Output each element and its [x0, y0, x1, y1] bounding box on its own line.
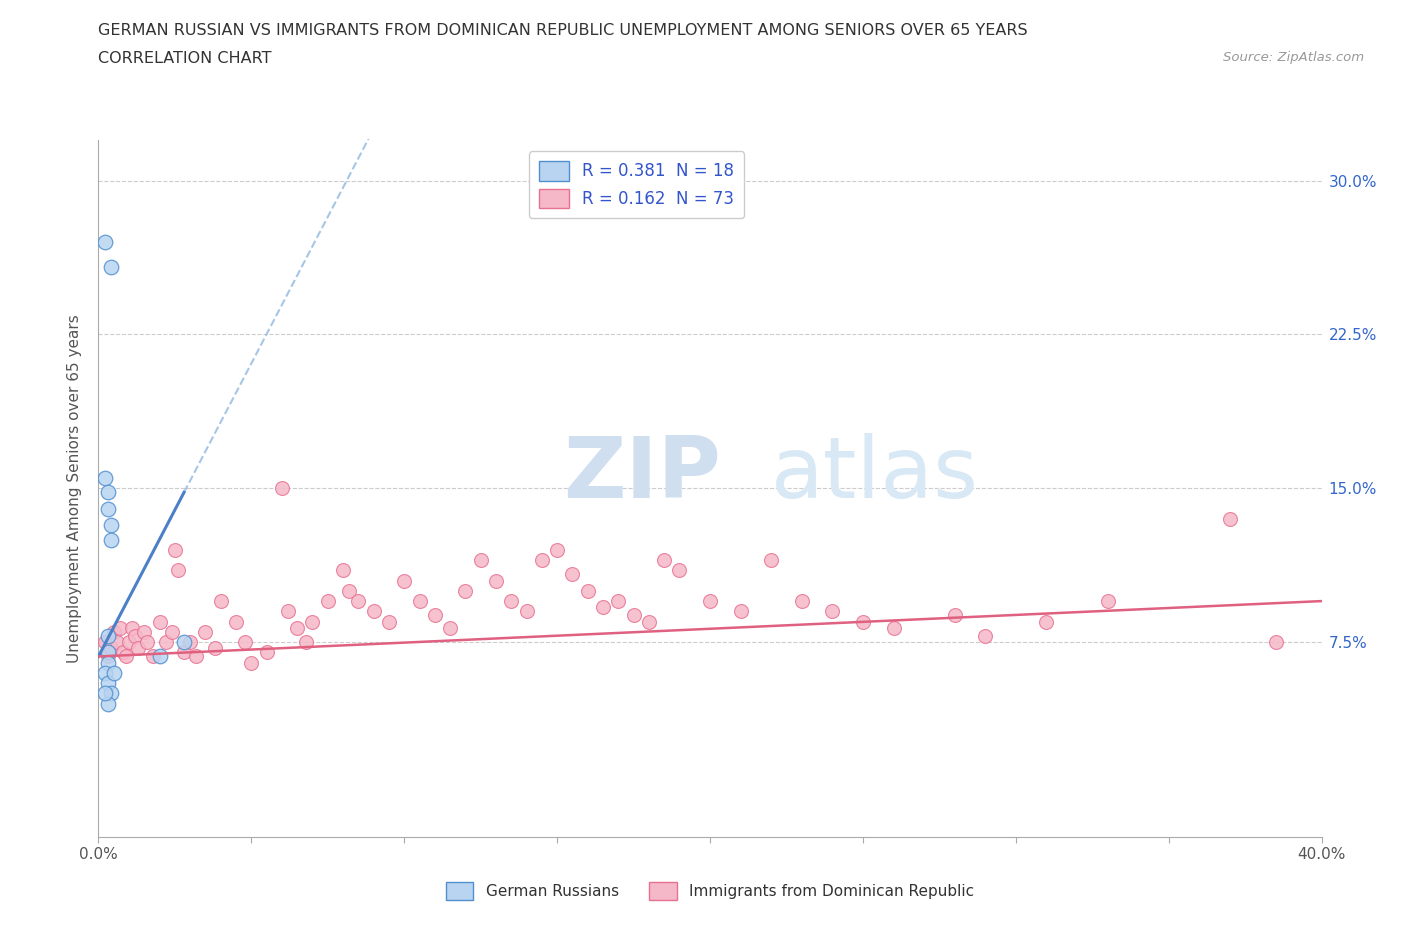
Text: GERMAN RUSSIAN VS IMMIGRANTS FROM DOMINICAN REPUBLIC UNEMPLOYMENT AMONG SENIORS : GERMAN RUSSIAN VS IMMIGRANTS FROM DOMINI…: [98, 23, 1028, 38]
Point: [607, 593, 630, 608]
Point: [97, 649, 120, 664]
Point: [97, 629, 120, 644]
Point: [100, 518, 122, 533]
Point: [277, 604, 299, 618]
Point: [730, 604, 752, 618]
Point: [93, 234, 115, 249]
Point: [136, 634, 159, 649]
Point: [186, 649, 208, 664]
Text: atlas: atlas: [772, 432, 979, 516]
Point: [240, 656, 263, 671]
Point: [943, 608, 966, 623]
Point: [97, 656, 120, 671]
Point: [378, 614, 401, 629]
Point: [668, 563, 690, 578]
Point: [115, 649, 138, 664]
Point: [883, 620, 905, 635]
Point: [149, 614, 172, 629]
Point: [97, 676, 120, 691]
Point: [454, 583, 477, 598]
Point: [637, 614, 661, 629]
Point: [530, 552, 553, 567]
Point: [173, 644, 195, 659]
Point: [97, 644, 120, 659]
Y-axis label: Unemployment Among Seniors over 65 years: Unemployment Among Seniors over 65 years: [67, 314, 83, 662]
Point: [93, 634, 115, 649]
Point: [108, 620, 131, 635]
Point: [204, 641, 226, 656]
Point: [295, 634, 318, 649]
Point: [759, 552, 782, 567]
Legend: German Russians, Immigrants from Dominican Republic: German Russians, Immigrants from Dominic…: [440, 876, 980, 906]
Point: [100, 259, 122, 274]
Point: [337, 583, 360, 598]
Point: [127, 641, 149, 656]
Point: [97, 485, 120, 499]
Point: [100, 641, 122, 656]
Point: [270, 481, 292, 496]
Point: [470, 552, 492, 567]
Point: [160, 624, 183, 639]
Point: [1097, 593, 1119, 608]
Point: [134, 624, 156, 639]
Point: [100, 686, 122, 701]
Point: [285, 620, 308, 635]
Point: [93, 471, 115, 485]
Point: [408, 593, 430, 608]
Point: [423, 608, 446, 623]
Point: [974, 629, 997, 644]
Point: [485, 573, 508, 588]
Point: [194, 624, 217, 639]
Point: [439, 620, 461, 635]
Text: ZIP: ZIP: [564, 432, 721, 516]
Point: [852, 614, 875, 629]
Point: [1264, 634, 1286, 649]
Point: [93, 666, 115, 681]
Text: Source: ZipAtlas.com: Source: ZipAtlas.com: [1223, 51, 1364, 64]
Point: [699, 593, 721, 608]
Point: [332, 563, 354, 578]
Point: [155, 634, 177, 649]
Point: [652, 552, 675, 567]
Point: [105, 634, 128, 649]
Point: [256, 644, 278, 659]
Point: [347, 593, 370, 608]
Point: [316, 593, 339, 608]
Point: [179, 634, 201, 649]
Point: [173, 634, 195, 649]
Point: [225, 614, 247, 629]
Point: [209, 593, 232, 608]
Point: [516, 604, 538, 618]
Point: [576, 583, 599, 598]
Point: [142, 649, 165, 664]
Point: [97, 501, 120, 516]
Point: [163, 542, 186, 557]
Point: [1035, 614, 1057, 629]
Point: [821, 604, 844, 618]
Point: [103, 666, 125, 681]
Point: [103, 624, 125, 639]
Point: [93, 686, 115, 701]
Point: [1219, 512, 1241, 526]
Point: [592, 600, 614, 615]
Point: [301, 614, 323, 629]
Text: CORRELATION CHART: CORRELATION CHART: [98, 51, 271, 66]
Point: [561, 567, 583, 582]
Point: [111, 644, 134, 659]
Point: [167, 563, 190, 578]
Point: [623, 608, 645, 623]
Point: [233, 634, 256, 649]
Point: [97, 697, 120, 711]
Point: [392, 573, 416, 588]
Point: [501, 593, 523, 608]
Point: [100, 532, 122, 547]
Point: [118, 634, 141, 649]
Point: [790, 593, 813, 608]
Point: [149, 649, 172, 664]
Point: [121, 620, 143, 635]
Point: [363, 604, 385, 618]
Point: [546, 542, 568, 557]
Point: [124, 629, 146, 644]
